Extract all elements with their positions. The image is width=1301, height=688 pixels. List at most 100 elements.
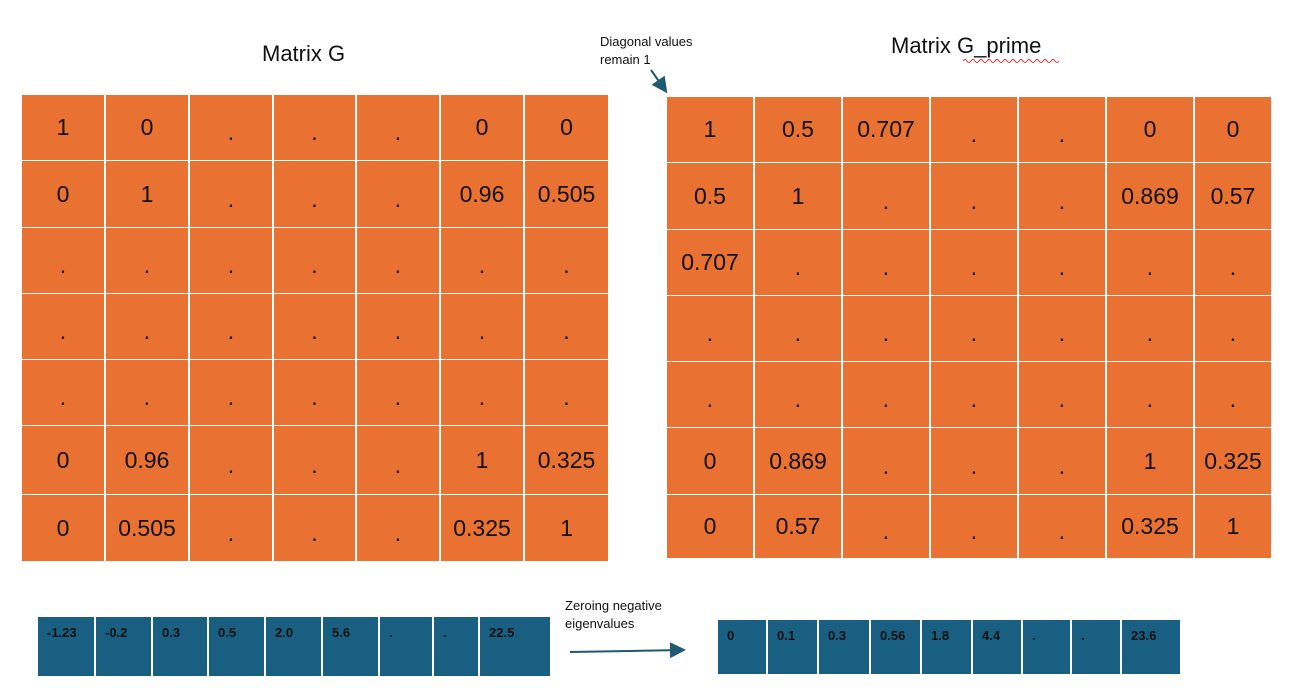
matrix-cell: . xyxy=(190,228,272,293)
matrix-cell: . xyxy=(931,296,1017,361)
matrix-cell: . xyxy=(1107,362,1193,427)
diagonal-note-line1: Diagonal values xyxy=(600,34,693,49)
matrix-cell: . xyxy=(357,495,439,561)
eigenvalue-cell: 0.5 xyxy=(209,617,264,676)
eigenvalues-before: -1.23 -0.2 0.3 0.5 2.0 5.6.. 22.5 xyxy=(38,617,550,676)
matrix-cell: 0 xyxy=(106,95,188,160)
matrix-cell: . xyxy=(1019,97,1105,162)
matrix-g-title: Matrix G xyxy=(262,41,346,66)
matrix-cell: . xyxy=(106,360,188,425)
matrix-cell: 0 xyxy=(1107,97,1193,162)
matrix-cell: . xyxy=(22,294,104,359)
eigenvalue-cell: 2.0 xyxy=(266,617,321,676)
matrix-cell: . xyxy=(1019,163,1105,229)
matrix-cell: . xyxy=(931,163,1017,229)
matrix-cell: . xyxy=(1019,230,1105,295)
diagonal-arrow xyxy=(650,69,668,94)
matrix-cell: . xyxy=(357,228,439,293)
matrix-cell: . xyxy=(525,228,608,293)
matrix-cell: 1 xyxy=(525,495,608,561)
diagonal-note: Diagonal values remain 1 xyxy=(600,33,693,69)
matrix-cell: 0.869 xyxy=(755,428,841,494)
matrix-cell: . xyxy=(931,97,1017,162)
matrix-cell: . xyxy=(1019,495,1105,558)
matrix-cell: . xyxy=(755,230,841,295)
matrix-cell: 0.57 xyxy=(1195,163,1271,229)
matrix-cell: 1 xyxy=(22,95,104,160)
eigenvalue-cell: 0.1 xyxy=(768,620,817,674)
matrix-cell: . xyxy=(1195,230,1271,295)
matrix-cell: 0.96 xyxy=(106,426,188,494)
matrix-cell: 0.707 xyxy=(667,230,753,295)
matrix-cell: 0.505 xyxy=(106,495,188,561)
matrix-cell: . xyxy=(755,362,841,427)
matrix-cell: . xyxy=(441,294,523,359)
eigenvalue-cell: -1.23 xyxy=(38,617,94,676)
matrix-cell: 0.325 xyxy=(441,495,523,561)
matrix-cell: . xyxy=(931,495,1017,558)
eigenvalue-cell: 23.6 xyxy=(1122,620,1180,674)
matrix-cell: . xyxy=(274,360,355,425)
eigenvalue-cell: . xyxy=(1072,620,1120,674)
matrix-cell: . xyxy=(1019,362,1105,427)
eigenvalue-cell: 5.6 xyxy=(323,617,378,676)
matrix-cell: . xyxy=(274,95,355,160)
matrix-cell: . xyxy=(441,228,523,293)
matrix-cell: . xyxy=(843,428,929,494)
zeroing-note-line2: eigenvalues xyxy=(565,616,635,631)
matrix-cell: . xyxy=(274,495,355,561)
matrix-cell: . xyxy=(22,228,104,293)
matrix-cell: . xyxy=(274,161,355,227)
matrix-cell: . xyxy=(190,161,272,227)
eigenvalues-after: 0 0.1 0.3 0.56 1.8 4.4.. 23.6 xyxy=(718,620,1180,674)
eigenvalue-cell: 0.56 xyxy=(871,620,920,674)
eigenvalue-cell: 0.3 xyxy=(819,620,869,674)
matrix-cell: . xyxy=(1107,296,1193,361)
matrix-cell: 0 xyxy=(22,426,104,494)
matrix-cell: 1 xyxy=(755,163,841,229)
matrix-cell: . xyxy=(1195,362,1271,427)
matrix-cell: . xyxy=(441,360,523,425)
matrix-cell: . xyxy=(843,230,929,295)
matrix-cell: . xyxy=(357,426,439,494)
matrix-cell: 0.707 xyxy=(843,97,929,162)
matrix-cell: 1 xyxy=(106,161,188,227)
matrix-cell: 0.325 xyxy=(1107,495,1193,558)
eigenvalue-cell: . xyxy=(434,617,478,676)
matrix-cell: . xyxy=(525,360,608,425)
matrix-cell: . xyxy=(190,360,272,425)
matrix-cell: . xyxy=(357,360,439,425)
matrix-cell: . xyxy=(190,95,272,160)
matrix-cell: 0.96 xyxy=(441,161,523,227)
eigenvalue-cell: 1.8 xyxy=(922,620,971,674)
matrix-cell: . xyxy=(106,228,188,293)
eigenvalue-cell: 0.3 xyxy=(153,617,207,676)
matrix-cell: 0.57 xyxy=(755,495,841,558)
matrix-cell: 0.5 xyxy=(667,163,753,229)
matrix-cell: 0.5 xyxy=(755,97,841,162)
matrix-cell: 1 xyxy=(1195,495,1271,558)
matrix-cell: . xyxy=(190,495,272,561)
matrix-cell: 0 xyxy=(441,95,523,160)
matrix-g-prime-title: Matrix G_prime xyxy=(891,33,1042,58)
matrix-cell: 0 xyxy=(667,495,753,558)
matrix-cell: 0.505 xyxy=(525,161,608,227)
matrix-cell: 1 xyxy=(1107,428,1193,494)
matrix-cell: . xyxy=(190,426,272,494)
eigenvalue-cell: 0 xyxy=(718,620,766,674)
matrix-cell: . xyxy=(843,495,929,558)
matrix-cell: . xyxy=(106,294,188,359)
eigenvalue-cell: . xyxy=(1023,620,1070,674)
eigenvalue-cell: . xyxy=(380,617,432,676)
matrix-cell: . xyxy=(274,228,355,293)
matrix-cell: . xyxy=(1195,296,1271,361)
matrix-cell: 0.325 xyxy=(525,426,608,494)
eigenvalue-cell: 22.5 xyxy=(480,617,550,676)
zeroing-note: Zeroing negative eigenvalues xyxy=(565,597,662,633)
matrix-cell: . xyxy=(755,296,841,361)
matrix-cell: . xyxy=(931,362,1017,427)
diagonal-note-line2: remain 1 xyxy=(600,52,651,67)
matrix-cell: . xyxy=(1019,428,1105,494)
matrix-cell: 0 xyxy=(525,95,608,160)
matrix-g-prime: 1 0.5 0.707.. 0 0 0.5 1... 0.869 0.57 0.707......… xyxy=(667,97,1271,558)
